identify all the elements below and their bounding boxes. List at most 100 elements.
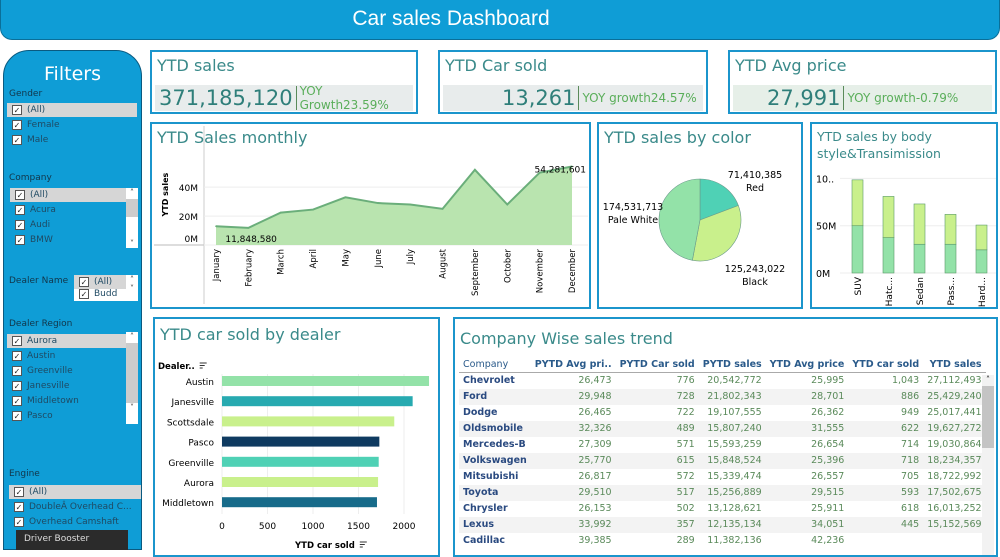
gender-filter-label: Gender [9, 89, 43, 99]
y-tick-label: 40M [179, 184, 198, 194]
company-filter-option[interactable]: ✓ Acura [10, 203, 126, 217]
filter-scrollbar[interactable]: ˄ ˅ [126, 188, 138, 248]
table-row: Oldsmobile 32,326 489 15,807,240 31,555 622 19… [459, 421, 986, 437]
option-label: (All) [27, 105, 46, 115]
scroll-down-icon[interactable]: ˅ [130, 403, 134, 412]
dealer_region-filter-option[interactable]: ✓ Pasco [7, 409, 126, 423]
checkbox-checked-icon[interactable]: ✓ [12, 135, 22, 145]
column-header[interactable]: YTD car sold [848, 357, 924, 373]
checkbox-checked-icon[interactable]: ✓ [79, 277, 89, 287]
checkbox-checked-icon[interactable]: ✓ [12, 105, 22, 115]
scrollbar-thumb[interactable] [982, 386, 994, 448]
checkbox-checked-icon[interactable]: ✓ [14, 487, 24, 497]
checkbox-checked-icon[interactable]: ✓ [15, 235, 25, 245]
scrollbar-thumb[interactable] [126, 343, 138, 403]
scrollbar-thumb[interactable] [126, 199, 138, 217]
column-header[interactable]: PYTD sales [698, 357, 766, 373]
checkbox-checked-icon[interactable]: ✓ [15, 220, 25, 230]
table-row: Mitsubishi 26,817 572 15,339,474 26,557 705 18… [459, 469, 986, 485]
value-cell: 15,152,569 [923, 517, 986, 533]
engine-filter-option[interactable]: ✓ Overhead Camshaft [9, 515, 141, 529]
checkbox-checked-icon[interactable]: ✓ [12, 396, 22, 406]
y-tick-label: 50M [816, 222, 836, 233]
value-cell: 16,013,252 [927, 503, 982, 514]
checkbox-checked-icon[interactable]: ✓ [12, 381, 22, 391]
checkbox-checked-icon[interactable]: ✓ [79, 289, 89, 299]
table-scrollbar[interactable]: ˄ [982, 375, 994, 555]
value-cell: 714 [901, 439, 920, 450]
x-tick-label: November [536, 248, 546, 293]
scroll-up-icon[interactable]: ˄ [130, 188, 134, 197]
column-header[interactable]: PYTD Car sold [615, 357, 699, 373]
kpi-title: YTD sales [157, 56, 235, 75]
dealer_region-filter-option[interactable]: ✓ Janesville [7, 379, 126, 393]
dealer-bar [222, 456, 379, 467]
engine-filter-option[interactable]: ✓ DoubleÂ Overhead C... [9, 500, 141, 514]
scroll-up-icon[interactable]: ˄ [986, 375, 990, 384]
checkbox-checked-icon[interactable]: ✓ [12, 336, 22, 346]
gender-filter-option[interactable]: ✓ (All) [7, 103, 137, 117]
dealer_name-filter-option[interactable]: ✓ (All) [74, 275, 126, 289]
filter-scrollbar[interactable]: ˄ ˅ [126, 332, 138, 424]
scroll-down-icon[interactable]: ˅ [130, 239, 134, 248]
column-header[interactable]: Company [459, 357, 531, 373]
dealer_region-filter-option[interactable]: ✓ Austin [7, 349, 126, 363]
checkbox-checked-icon[interactable]: ✓ [12, 411, 22, 421]
dashboard-header: Car sales Dashboard [0, 0, 1000, 40]
chart-title: YTD sales by color [604, 128, 751, 147]
engine-filter-option[interactable]: ✓ (All) [9, 485, 141, 499]
value-cell: 571 [676, 439, 695, 450]
company-cell: Dodge [463, 407, 498, 418]
dealer-bar [222, 497, 377, 508]
value-cell: 19,030,864 [927, 439, 982, 450]
y-tick-label: Scottsdale [167, 418, 215, 428]
value-cell: 26,362 [811, 407, 845, 418]
filter-scrollbar[interactable]: ˄ ˅ [126, 275, 138, 301]
option-label: Acura [30, 205, 56, 215]
stacked-bar-segment [944, 214, 957, 245]
value-cell: 34,051 [765, 517, 849, 533]
checkbox-checked-icon[interactable]: ✓ [14, 502, 24, 512]
driver-booster-tooltip[interactable]: Driver Booster [16, 530, 128, 550]
checkbox-checked-icon[interactable]: ✓ [12, 120, 22, 130]
pie-slice-red [699, 178, 739, 221]
dealer_region-filter-label: Dealer Region [9, 319, 73, 329]
checkbox-checked-icon[interactable]: ✓ [14, 517, 24, 527]
gender-filter-option[interactable]: ✓ Female [7, 118, 137, 132]
column-header[interactable]: YTD sales [923, 357, 986, 373]
value-cell: 949 [901, 407, 920, 418]
x-tick-label: April [309, 249, 319, 268]
dealer_region-filter-option[interactable]: ✓ Aurora [7, 334, 126, 348]
value-cell: 15,807,240 [698, 421, 766, 437]
dealer_region-filter-option[interactable]: ✓ Middletown [7, 394, 126, 408]
column-header[interactable]: YTD Avg price [765, 357, 849, 373]
x-tick-label: August [439, 248, 449, 278]
kpi-value: 371,185,120 [159, 86, 297, 110]
checkbox-checked-icon[interactable]: ✓ [15, 205, 25, 215]
checkbox-checked-icon[interactable]: ✓ [12, 366, 22, 376]
value-cell: 21,802,343 [698, 389, 766, 405]
gender-filter-option[interactable]: ✓ Male [7, 133, 137, 147]
checkbox-checked-icon[interactable]: ✓ [15, 190, 25, 200]
dealer_region-filter-option[interactable]: ✓ Greenville [7, 364, 126, 378]
value-cell: 20,542,772 [707, 375, 762, 386]
scroll-up-icon[interactable]: ˄ [130, 332, 134, 341]
company-filter-option[interactable]: ✓ Audi [10, 218, 126, 232]
data-point [247, 227, 250, 229]
kpi-ytd-sales: YTD sales 371,185,120 YOY Growth23.59% [150, 50, 418, 114]
company-sales-table: Company PYTD Avg pri.. PYTD Car sold PYTD s… [459, 357, 986, 549]
x-tick-label: 1000 [302, 522, 325, 532]
value-cell: 28,701 [765, 389, 849, 405]
checkbox-checked-icon[interactable]: ✓ [12, 351, 22, 361]
value-cell: 18,234,357 [923, 453, 986, 469]
x-tick-label: May [341, 249, 351, 267]
pie-value-label: 125,243,022 [725, 264, 785, 275]
option-label: Aurora [27, 336, 58, 346]
value-cell: 615 [615, 453, 699, 469]
column-header[interactable]: PYTD Avg pri.. [530, 357, 616, 373]
company-filter-option[interactable]: ✓ (All) [10, 188, 126, 202]
stacked-bar-segment [975, 224, 988, 251]
stacked-bar-segment [913, 203, 926, 245]
dealer_name-filter-option[interactable]: ✓ Budd [74, 288, 126, 300]
company-filter-option[interactable]: ✓ BMW [10, 233, 126, 247]
